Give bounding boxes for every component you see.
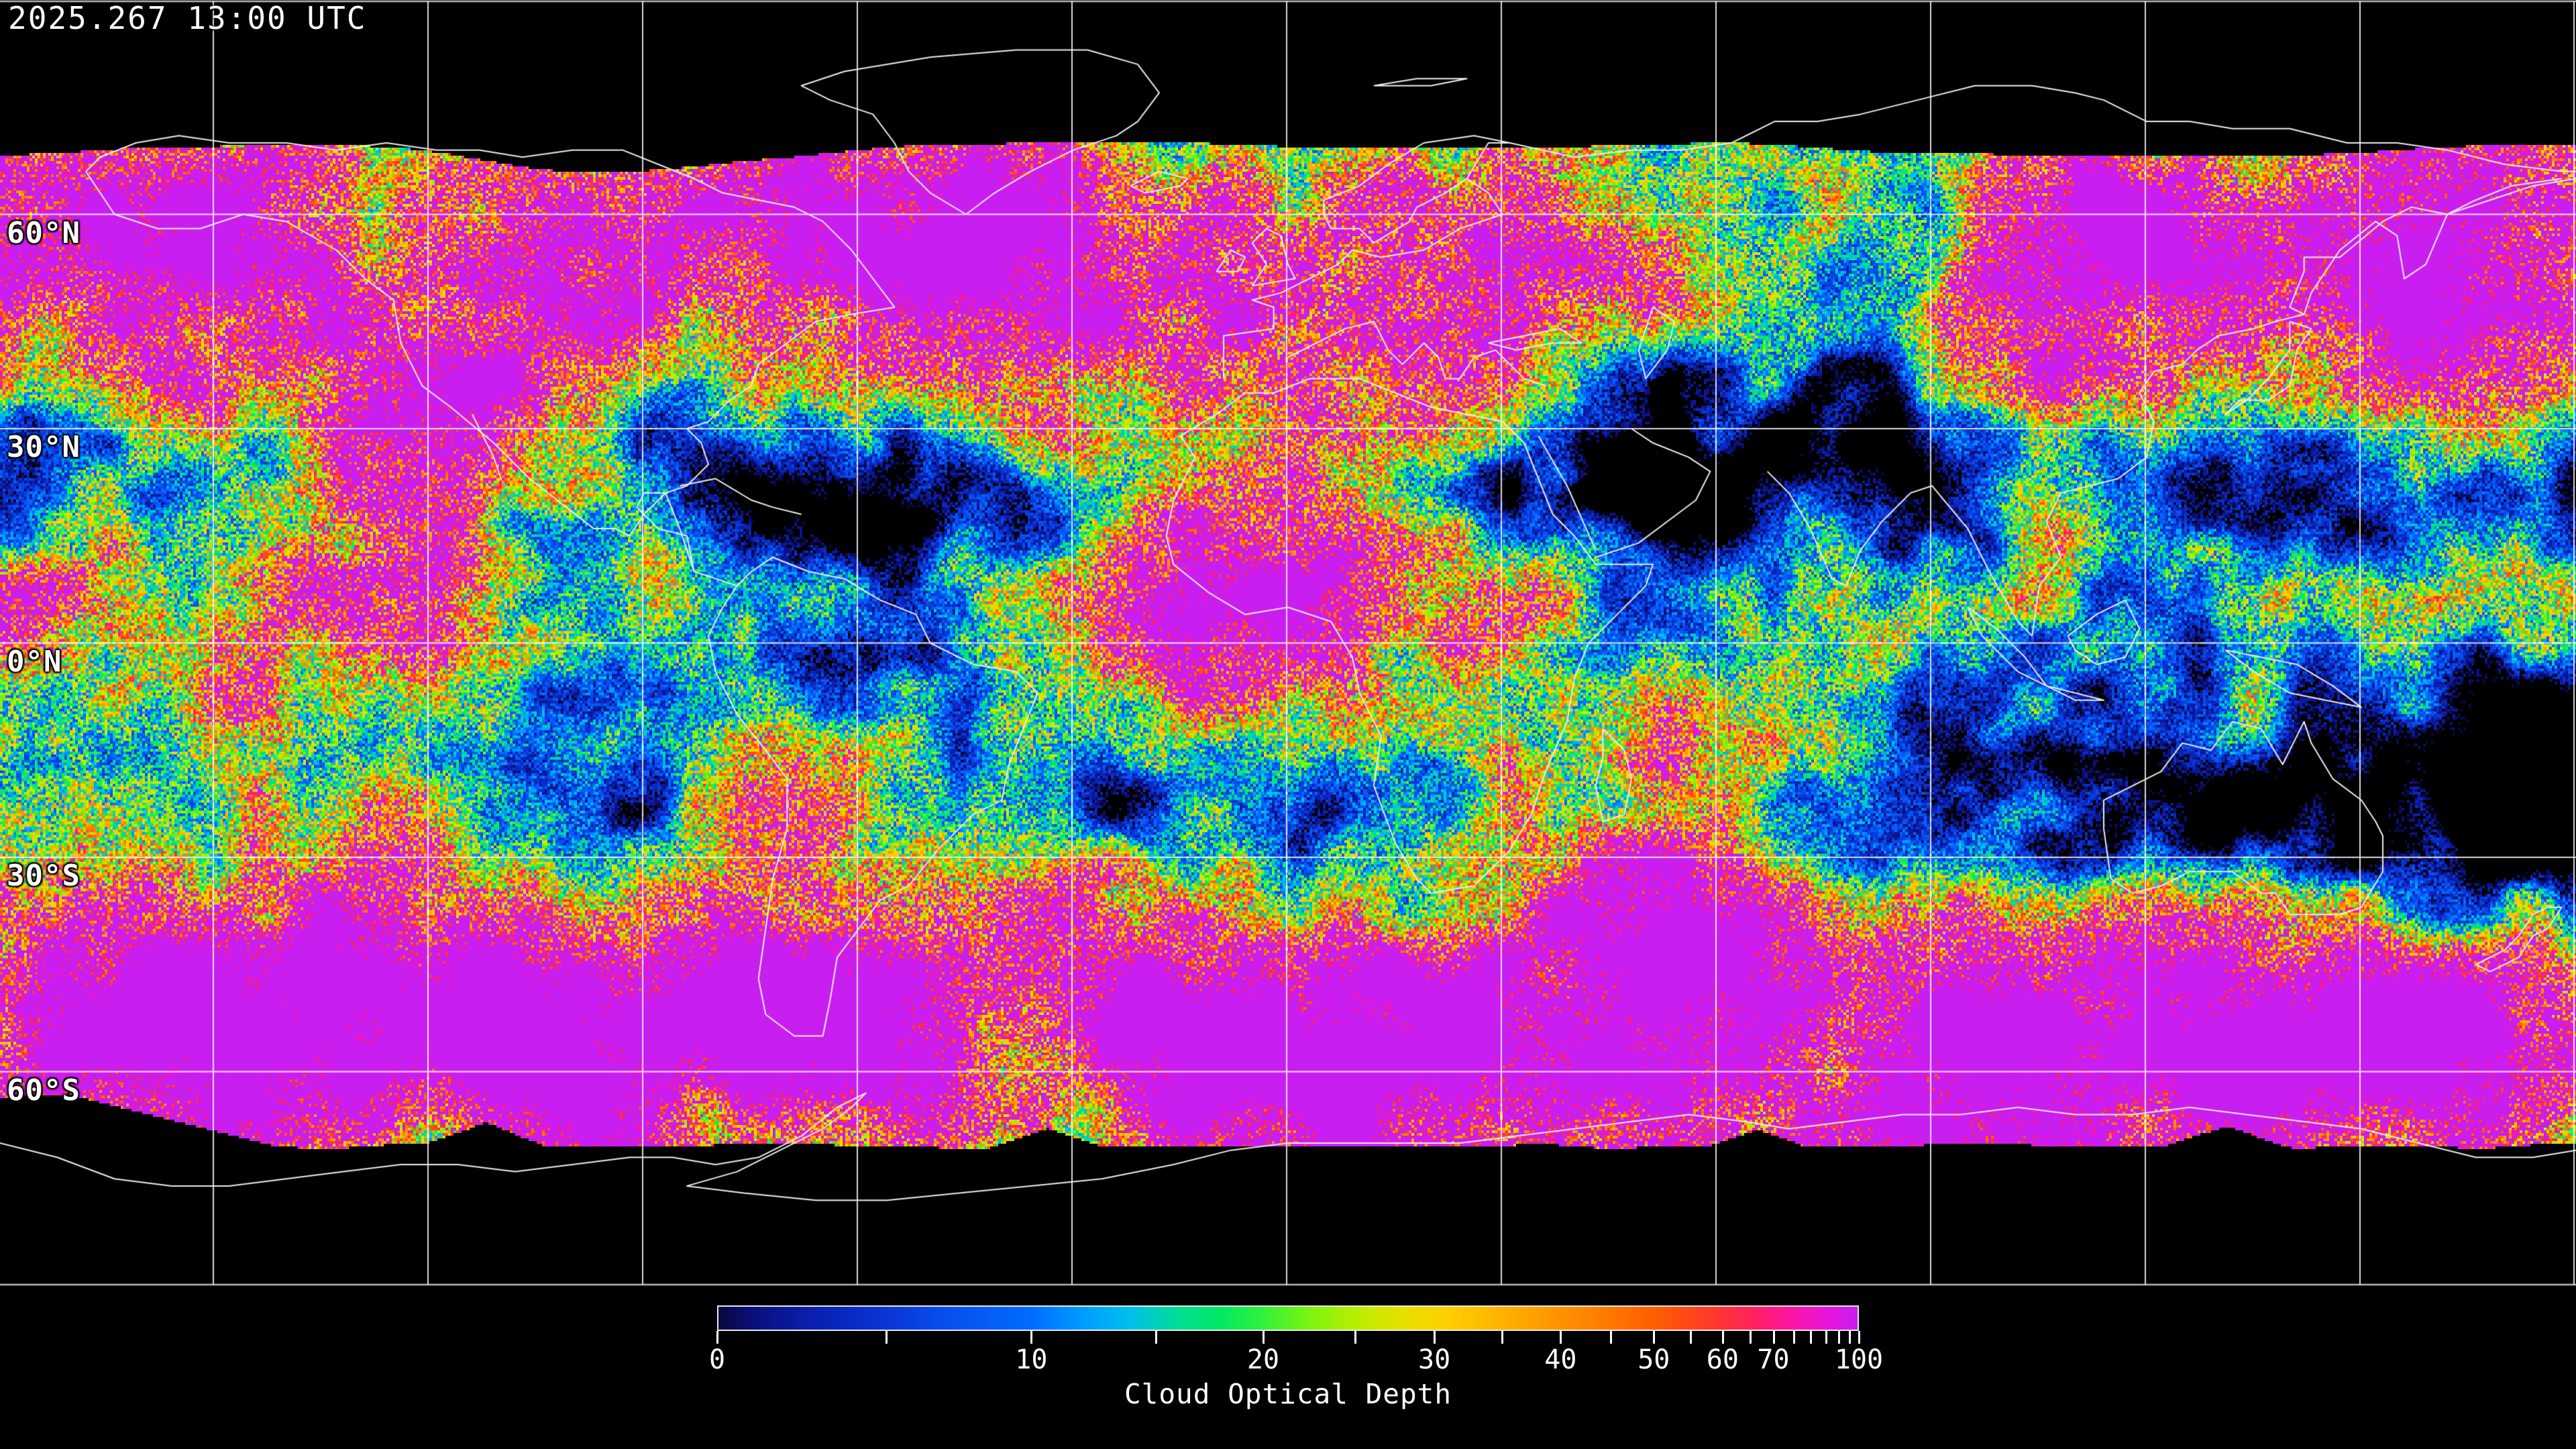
colorbar-major-tick-100 (1858, 1331, 1860, 1344)
colorbar-minor-tick-15 (1155, 1331, 1158, 1344)
colorbar-major-tick-0 (716, 1331, 718, 1344)
colorbar-tick-label-30: 30 (1418, 1344, 1451, 1375)
colorbar-tick-label-0: 0 (708, 1344, 726, 1375)
colorbar-minor-tick-75 (1792, 1331, 1795, 1344)
colorbar-major-tick-50 (1653, 1331, 1656, 1344)
colorbar-major-tick-60 (1721, 1331, 1724, 1344)
colorbar-minor-tick-65 (1749, 1331, 1752, 1344)
colorbar-tick-label-10: 10 (1015, 1344, 1048, 1375)
colorbar-minor-tick-85 (1825, 1331, 1827, 1344)
colorbar-minor-tick-35 (1501, 1331, 1504, 1344)
colorbar-tick-label-100: 100 (1834, 1344, 1884, 1375)
colorbar-tick-label-60: 60 (1706, 1344, 1739, 1375)
latitude-label-0: 0°N (7, 644, 62, 679)
colorbar-major-tick-40 (1560, 1331, 1562, 1344)
colorbar-tick-label-40: 40 (1544, 1344, 1577, 1375)
colorbar-gradient (717, 1305, 1859, 1331)
colorbar-tick-label-20: 20 (1246, 1344, 1280, 1375)
world-map: 2025.267 13:00 UTC 60°N 30°N 0°N 30°S 60°S (0, 0, 2576, 1286)
latitude-label-30: 30°N (7, 430, 80, 464)
colorbar-minor-tick-5 (885, 1331, 888, 1344)
colorbar-minor-tick-80 (1810, 1331, 1813, 1344)
grid-coastline-layer (0, 0, 2576, 1286)
latitude-label--60: 60°S (7, 1073, 80, 1108)
colorbar-minor-tick-90 (1837, 1331, 1840, 1344)
colorbar-minor-tick-55 (1690, 1331, 1693, 1344)
colorbar-minor-tick-95 (1848, 1331, 1851, 1344)
colorbar-major-tick-10 (1030, 1331, 1033, 1344)
colorbar-tick-label-70: 70 (1757, 1344, 1790, 1375)
colorbar-tick-label-50: 50 (1638, 1344, 1670, 1375)
colorbar: 0 10 20 30 40 50 60 70 100 Cloud Optical Depth (709, 1305, 1883, 1440)
colorbar-minor-tick-25 (1354, 1331, 1357, 1344)
colorbar-major-tick-30 (1434, 1331, 1436, 1344)
colorbar-major-tick-20 (1263, 1331, 1265, 1344)
colorbar-minor-tick-45 (1610, 1331, 1613, 1344)
latitude-label-60: 60°N (7, 215, 80, 250)
colorbar-major-tick-70 (1772, 1331, 1775, 1344)
latitude-label--30: 30°S (7, 859, 80, 893)
colorbar-title: Cloud Optical Depth (1124, 1378, 1452, 1410)
timestamp-label: 2025.267 13:00 UTC (8, 0, 367, 36)
